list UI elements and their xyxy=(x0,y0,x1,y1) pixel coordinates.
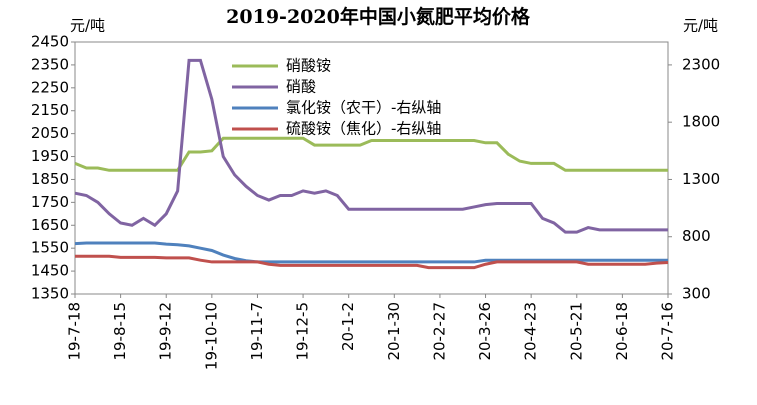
y-tick-label: 2350 xyxy=(31,55,69,73)
x-tick-label: 20-3-26 xyxy=(476,302,494,361)
y2-tick-label: 300 xyxy=(682,285,711,303)
y-tick-label: 2250 xyxy=(31,78,69,96)
y-tick-label: 2050 xyxy=(31,124,69,142)
x-tick-label: 19-8-15 xyxy=(111,302,129,361)
x-tick-label: 20-6-18 xyxy=(613,302,631,361)
x-tick-label: 20-2-27 xyxy=(430,302,448,361)
x-tick-label: 19-9-12 xyxy=(157,302,175,361)
y2-tick-label: 800 xyxy=(682,227,711,245)
x-tick-label: 20-1-2 xyxy=(339,302,357,351)
y-tick-label: 2450 xyxy=(31,33,69,51)
chart-title: 2019-2020年中国小氮肥平均价格 xyxy=(226,5,531,28)
legend-label: 硝酸铵 xyxy=(286,57,331,75)
x-tick-label: 20-4-23 xyxy=(522,302,540,361)
y-axis-label: 元/吨 xyxy=(70,17,105,35)
series-line xyxy=(74,136,668,172)
series-line xyxy=(74,241,668,264)
x-tick-label: 20-5-21 xyxy=(567,302,585,361)
legend-label: 硫酸铵（焦化）-右纵轴 xyxy=(286,120,441,138)
y2-tick-label: 2300 xyxy=(682,55,720,73)
x-tick-label: 20-7-16 xyxy=(659,302,677,361)
legend-label: 硝酸 xyxy=(286,78,316,96)
legend-label: 氯化铵（农干）-右纵轴 xyxy=(286,99,441,117)
y-tick-label: 1550 xyxy=(31,239,69,257)
plot-border xyxy=(74,41,669,295)
x-tick-label: 19-7-18 xyxy=(66,302,84,361)
y-tick-label: 1450 xyxy=(31,262,69,280)
y-tick-label: 1350 xyxy=(31,285,69,303)
x-tick-label: 20-1-30 xyxy=(385,302,403,361)
y2-tick-label: 1300 xyxy=(682,170,720,188)
x-tick-label: 19-11-7 xyxy=(248,302,266,361)
series-line xyxy=(74,58,668,234)
series-line xyxy=(75,254,669,270)
x-tick-label: 19-12-5 xyxy=(294,302,312,361)
y2-tick-label: 1800 xyxy=(682,113,720,131)
x-tick-label: 19-10-10 xyxy=(202,302,220,370)
y-tick-label: 1850 xyxy=(31,170,69,188)
y-tick-label: 2150 xyxy=(31,101,69,119)
y-tick-label: 1650 xyxy=(31,216,69,234)
y-tick-label: 1750 xyxy=(31,193,69,211)
y2-axis-label: 元/吨 xyxy=(683,17,718,35)
y-tick-label: 1950 xyxy=(31,147,69,165)
